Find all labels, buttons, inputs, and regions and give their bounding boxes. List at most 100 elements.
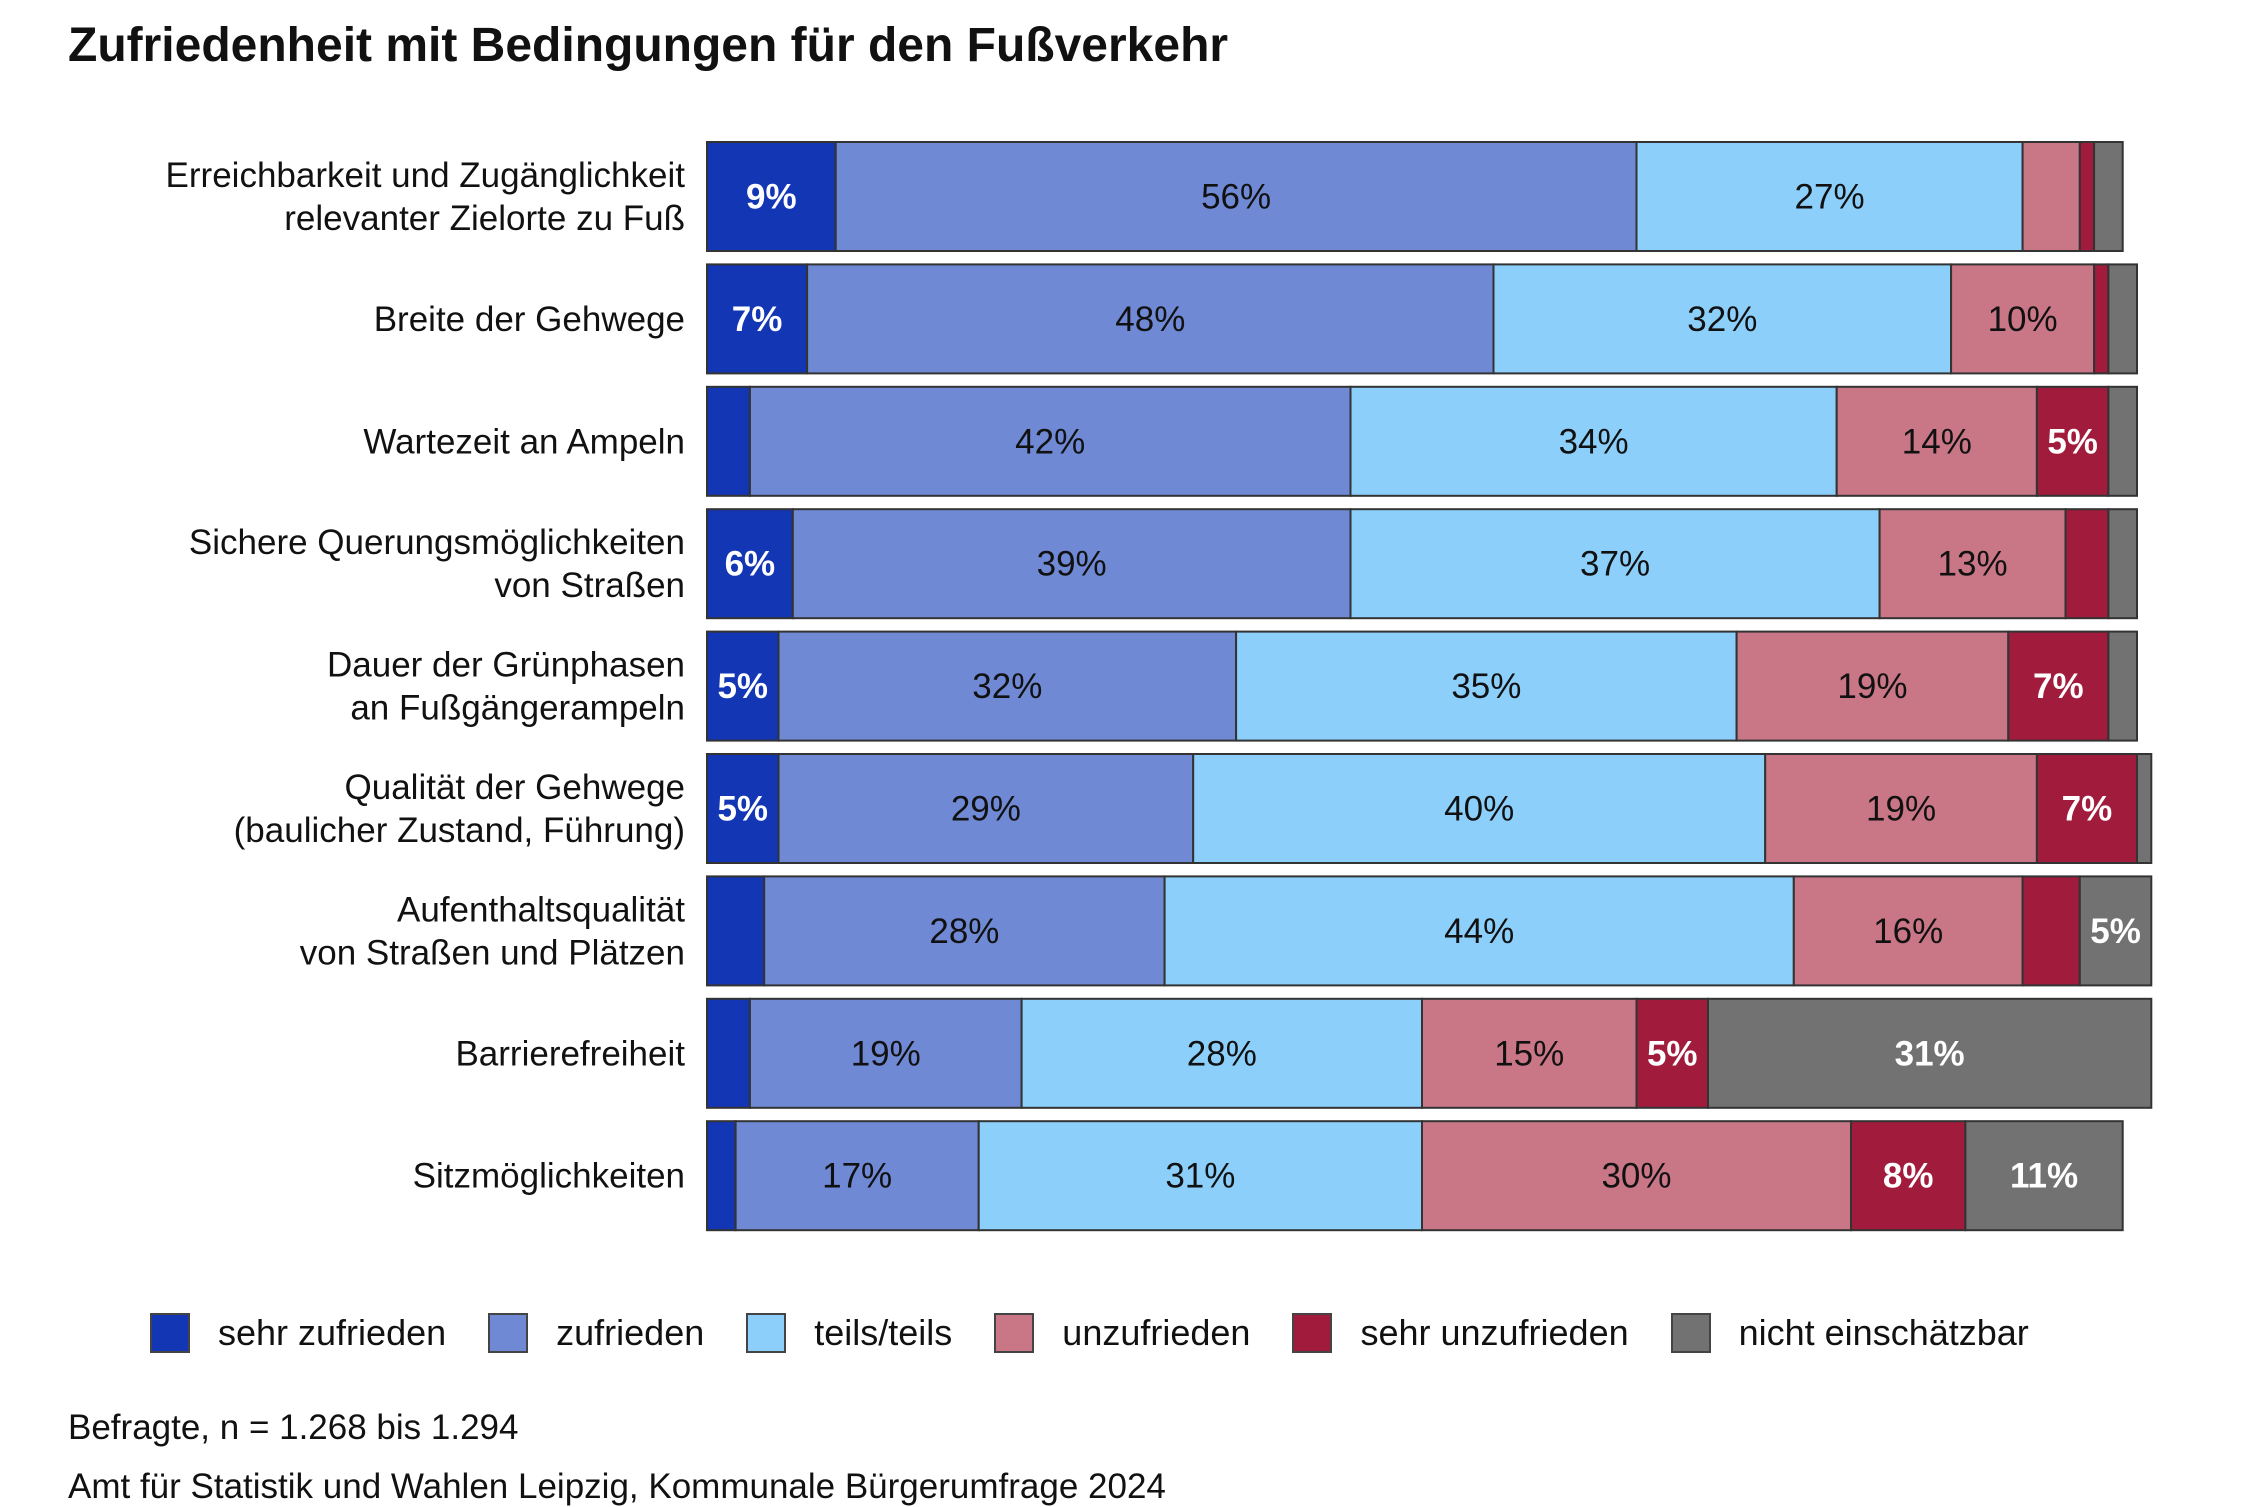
legend-label: unzufrieden	[1062, 1312, 1251, 1353]
data-label: 10%	[1988, 300, 2058, 339]
data-label: 19%	[851, 1034, 921, 1073]
bar-segment	[1707, 997, 2153, 1109]
bar-segment	[1020, 997, 1423, 1109]
data-label: 7%	[2062, 790, 2113, 829]
bar-segment	[2078, 141, 2096, 252]
data-label: 40%	[1444, 790, 1514, 829]
bar-segment	[2136, 753, 2153, 864]
bar-segment	[777, 753, 1195, 864]
data-label: 39%	[1037, 545, 1107, 584]
bar-segment	[2078, 875, 2153, 987]
bar-segment	[1192, 753, 1767, 864]
bar-segment	[1635, 141, 2024, 252]
data-label: 7%	[732, 300, 783, 339]
bar-segment	[1964, 1120, 2124, 1232]
data-label: 9%	[746, 178, 797, 217]
bar-segment	[706, 263, 809, 375]
data-label: 29%	[951, 790, 1021, 829]
data-label: 28%	[929, 912, 999, 951]
bar-segment	[706, 875, 766, 987]
data-label: 35%	[1451, 667, 1521, 706]
bar-segment	[1878, 508, 2067, 620]
legend-label: zufrieden	[556, 1312, 705, 1353]
data-label: 14%	[1902, 422, 1972, 461]
data-label: 5%	[2047, 422, 2098, 461]
bar-segment	[2021, 875, 2081, 987]
bar-segment	[2107, 385, 2138, 497]
data-label: 17%	[822, 1157, 892, 1196]
data-label: 31%	[1895, 1034, 1965, 1073]
bar-segment	[2064, 508, 2110, 620]
category-label: Qualität der Gehwege	[345, 768, 685, 807]
bar-segment	[2107, 630, 2138, 742]
legend-swatch	[150, 1313, 190, 1353]
bar-segment	[2093, 141, 2124, 252]
category-label: an Fußgängerampeln	[350, 689, 685, 728]
category-label: Erreichbarkeit und Zugänglichkeit	[166, 156, 686, 195]
data-label: 28%	[1187, 1034, 1257, 1073]
data-label: 6%	[725, 545, 776, 584]
category-label: (baulicher Zustand, Führung)	[234, 811, 685, 850]
category-label: Barrierefreiheit	[455, 1034, 685, 1073]
legend-swatch	[1292, 1313, 1333, 1353]
bar-segment	[777, 630, 1238, 742]
data-label: 48%	[1115, 300, 1185, 339]
data-label: 5%	[717, 790, 768, 829]
bar-segment	[1635, 997, 1709, 1109]
category-label: Sitzmöglichkeiten	[413, 1157, 685, 1196]
bar-segment	[706, 1120, 737, 1232]
bar-segment	[1492, 263, 1953, 375]
bar-segment	[977, 1120, 1423, 1232]
category-label: von Straßen und Plätzen	[300, 933, 685, 972]
legend-label: teils/teils	[814, 1312, 953, 1353]
bar-segment	[1735, 630, 2010, 742]
bar-segment	[2035, 753, 2139, 864]
bar-segment	[1349, 508, 1881, 620]
category-label: relevanter Zielorte zu Fuß	[284, 199, 685, 238]
data-label: 30%	[1601, 1157, 1671, 1196]
bar-segment	[1764, 753, 2038, 864]
respondents-note: Befragte, n = 1.268 bis 1.294	[68, 1408, 519, 1447]
bar-segment	[706, 997, 751, 1109]
data-label: 44%	[1444, 912, 1514, 951]
data-label: 7%	[2033, 667, 2084, 706]
bar-segment	[706, 753, 780, 864]
legend-swatch	[994, 1313, 1035, 1353]
legend-item: teils/teils	[746, 1312, 952, 1354]
bar-segment	[748, 385, 1352, 497]
data-label: 19%	[1866, 790, 1936, 829]
data-label: 31%	[1165, 1157, 1235, 1196]
data-label: 19%	[1837, 667, 1907, 706]
legend-item: sehr zufrieden	[150, 1312, 446, 1354]
bar-segment	[1950, 263, 2096, 375]
bar-segment	[2035, 385, 2110, 497]
legend-label: sehr zufrieden	[218, 1312, 447, 1353]
bar-segment	[763, 875, 1166, 987]
bar-segment	[2093, 263, 2110, 375]
bar-segment	[806, 263, 1495, 375]
data-label: 5%	[1647, 1034, 1698, 1073]
bar-segment	[1850, 1120, 1967, 1232]
data-label: 34%	[1559, 422, 1629, 461]
category-label: Dauer der Grünphasen	[327, 646, 685, 685]
bar-segment	[734, 1120, 980, 1232]
bar-segment	[1835, 385, 2038, 497]
data-label: 32%	[972, 667, 1042, 706]
data-label: 11%	[2010, 1157, 2078, 1196]
data-label: 15%	[1494, 1034, 1564, 1073]
bar-segment	[706, 385, 751, 497]
legend: sehr zufrieden zufrieden teils/teils unzufr…	[150, 1312, 2071, 1354]
bar-segment	[748, 997, 1023, 1109]
data-label: 16%	[1873, 912, 1943, 951]
legend-swatch	[746, 1313, 787, 1353]
bar-segment	[706, 630, 780, 742]
data-label: 5%	[2090, 912, 2141, 951]
legend-swatch	[488, 1313, 529, 1353]
source-note: Amt für Statistik und Wahlen Leipzig, Ko…	[68, 1467, 1166, 1506]
legend-item: unzufrieden	[994, 1312, 1250, 1354]
category-label: Sichere Querungsmöglichkeiten	[189, 523, 685, 562]
bar-segment	[791, 508, 1352, 620]
legend-item: nicht einschätzbar	[1670, 1312, 2029, 1354]
data-label: 27%	[1795, 178, 1865, 217]
bar-segment	[834, 141, 1638, 252]
